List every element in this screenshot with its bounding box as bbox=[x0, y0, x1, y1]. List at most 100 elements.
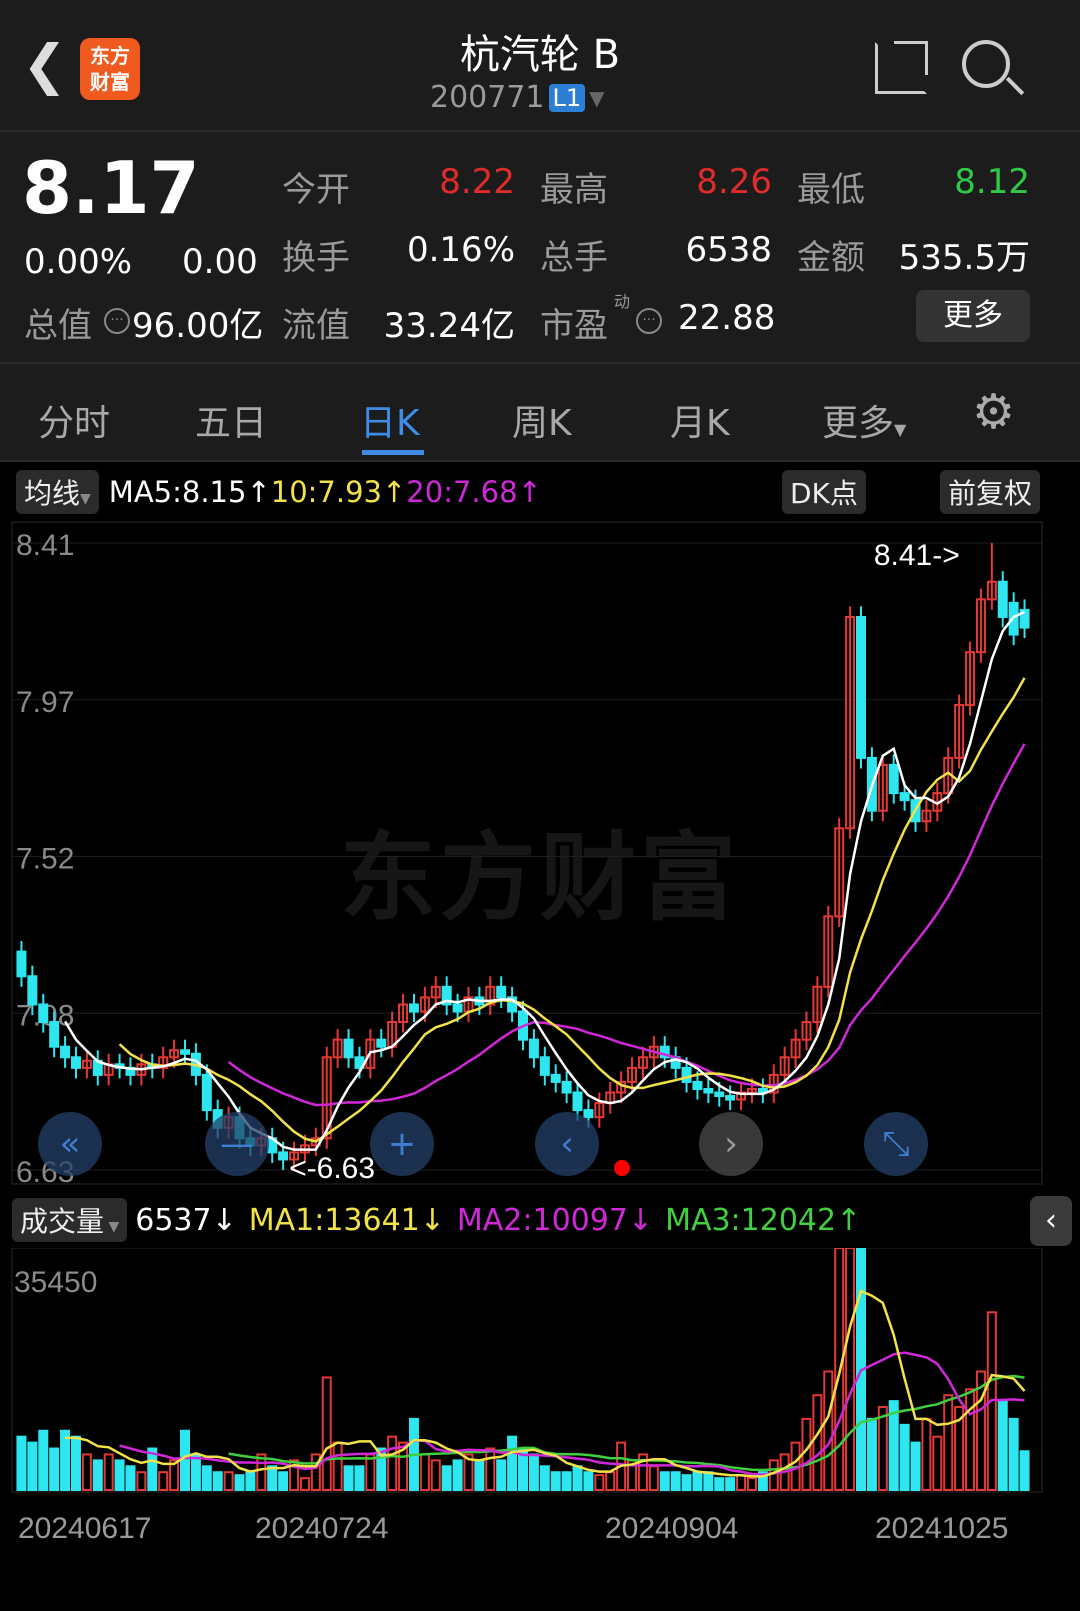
volume-bar bbox=[834, 1248, 845, 1491]
tab-more-label: 更多 bbox=[822, 403, 895, 444]
volume-bar bbox=[81, 1453, 92, 1492]
max-price-marker: 8.41-> bbox=[874, 539, 960, 572]
candle-body bbox=[637, 1056, 648, 1069]
candle-body bbox=[845, 615, 856, 830]
candle-body bbox=[430, 985, 441, 999]
volume-bar bbox=[70, 1435, 81, 1491]
ma5-value: MA5:8.15↑ bbox=[108, 475, 271, 509]
volume-bar bbox=[583, 1471, 594, 1491]
value-open: 8.22 bbox=[439, 162, 515, 202]
y-tick-label: 8.41 bbox=[16, 529, 74, 562]
fullscreen-button[interactable]: ⤡ bbox=[864, 1112, 928, 1176]
candle-body bbox=[954, 704, 965, 759]
volume-bar bbox=[681, 1474, 692, 1492]
tab-weekly-k[interactable]: 周K bbox=[512, 403, 572, 444]
dropdown-icon: ▼ bbox=[589, 85, 605, 110]
volume-bar bbox=[190, 1453, 201, 1492]
candle-body bbox=[169, 1049, 180, 1059]
volume-bar bbox=[256, 1453, 267, 1492]
scroll-left-button[interactable]: ‹ bbox=[535, 1112, 599, 1176]
watermark: 东方财富 bbox=[340, 822, 740, 934]
volume-bar bbox=[899, 1423, 910, 1491]
change-pct: 0.00% bbox=[24, 242, 133, 282]
candle-body bbox=[550, 1073, 561, 1083]
level-badge: L1 bbox=[548, 83, 586, 112]
tab-monthly-k[interactable]: 月K bbox=[670, 403, 730, 444]
candle-body bbox=[496, 985, 507, 999]
chart-nav-first-button[interactable]: « bbox=[38, 1112, 102, 1176]
pe-superscript: 动 bbox=[614, 292, 631, 311]
candle-body bbox=[921, 809, 932, 823]
volume-bar bbox=[289, 1459, 300, 1491]
active-tab-underline bbox=[362, 450, 424, 455]
app-logo[interactable]: 东方 财富 bbox=[80, 38, 140, 100]
candle-body bbox=[81, 1059, 92, 1069]
volume-bar bbox=[572, 1465, 583, 1492]
volume-legend-bar: 成交量 ▼ 6537↓ MA1:13641↓ MA2:10097↓ MA3:12… bbox=[0, 1192, 1080, 1248]
candle-body bbox=[1019, 608, 1030, 629]
label-high: 最高 bbox=[540, 170, 608, 210]
tab-intraday[interactable]: 分时 bbox=[38, 403, 111, 444]
ma10-line bbox=[118, 677, 1026, 1143]
volume-bar bbox=[877, 1406, 888, 1491]
volume-bar bbox=[430, 1459, 441, 1491]
gear-icon[interactable]: ⚙ bbox=[972, 384, 1016, 440]
info-icon[interactable]: ··· bbox=[636, 308, 662, 334]
scroll-right-button[interactable]: › bbox=[699, 1112, 763, 1176]
candle-body bbox=[659, 1045, 670, 1059]
volume-bar bbox=[736, 1474, 747, 1492]
price-adjust-button[interactable]: 前复权 bbox=[940, 470, 1041, 514]
volume-selector[interactable]: 成交量 ▼ bbox=[12, 1198, 128, 1242]
collapse-panel-button[interactable]: ‹ bbox=[1030, 1196, 1072, 1246]
candle-body bbox=[561, 1080, 572, 1094]
more-button[interactable]: 更多 bbox=[916, 290, 1030, 342]
search-icon[interactable] bbox=[962, 40, 1025, 96]
ma-selector[interactable]: 均线▼ bbox=[16, 470, 99, 514]
zoom-in-button[interactable]: + bbox=[370, 1112, 434, 1176]
candle-body bbox=[365, 1038, 376, 1069]
volume-bar bbox=[245, 1471, 256, 1491]
volume-bar bbox=[888, 1400, 899, 1491]
candle-body bbox=[812, 985, 823, 1024]
chart-frame bbox=[11, 521, 1043, 1185]
tab-daily-k[interactable]: 日K bbox=[360, 403, 420, 444]
volume-bar bbox=[975, 1370, 986, 1491]
volume-ma3-line bbox=[228, 1374, 1025, 1472]
event-marker-dot[interactable] bbox=[614, 1160, 630, 1176]
candle-body bbox=[321, 1056, 332, 1140]
volume-ma1: MA1:13641↓ bbox=[248, 1202, 445, 1238]
candle-body bbox=[180, 1049, 190, 1055]
candle-body bbox=[965, 651, 976, 707]
tab-more[interactable]: 更多▼ bbox=[822, 394, 906, 446]
min-price-marker: <-6.63 bbox=[289, 1152, 375, 1185]
ma5-line bbox=[64, 610, 1026, 1151]
dk-point-button[interactable]: DK点 bbox=[782, 470, 866, 514]
candle-body bbox=[703, 1087, 714, 1094]
x-tick-label: 20240617 bbox=[18, 1512, 151, 1545]
candlestick-chart[interactable]: 8.417.977.527.086.638.41-><-6.63 bbox=[0, 520, 1080, 1190]
stock-title: 杭汽轮 B bbox=[459, 32, 621, 78]
volume-bar bbox=[332, 1441, 343, 1492]
change-value: 0.00 bbox=[182, 242, 258, 282]
value-amount: 535.5万 bbox=[898, 238, 1030, 278]
back-icon[interactable]: ❮ bbox=[22, 33, 68, 96]
info-icon[interactable]: ··· bbox=[104, 308, 130, 334]
candle-body bbox=[801, 1021, 812, 1041]
candle-body bbox=[70, 1056, 81, 1069]
candle-body bbox=[27, 975, 38, 1006]
value-low: 8.12 bbox=[954, 162, 1030, 202]
stock-code-row[interactable]: 200771 L1 ▼ bbox=[430, 80, 605, 115]
value-high: 8.26 bbox=[696, 162, 772, 202]
candle-body bbox=[452, 1003, 463, 1013]
volume-chart[interactable]: 35450 20240617 20240724 20240904 20241025 bbox=[0, 1248, 1080, 1548]
volume-bar bbox=[507, 1435, 518, 1491]
share-icon[interactable] bbox=[875, 41, 928, 94]
volume-bar bbox=[485, 1447, 496, 1491]
label-pe: 市盈 bbox=[540, 306, 608, 346]
volume-bar bbox=[659, 1471, 670, 1491]
candle-body bbox=[714, 1091, 725, 1098]
volume-bar bbox=[997, 1400, 1008, 1491]
tab-five-day[interactable]: 五日 bbox=[195, 403, 268, 444]
zoom-out-button[interactable]: — bbox=[205, 1112, 269, 1176]
last-price: 8.17 bbox=[22, 146, 200, 230]
